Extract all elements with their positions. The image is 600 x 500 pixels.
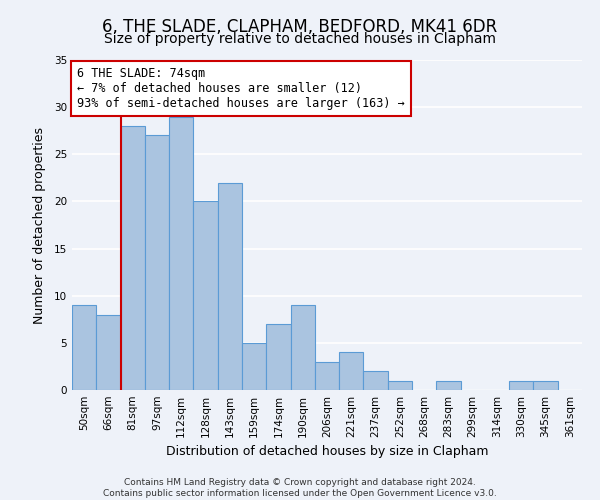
- Bar: [364, 371, 388, 390]
- Bar: [266, 324, 290, 390]
- Bar: [96, 314, 121, 390]
- Bar: [290, 305, 315, 390]
- Bar: [218, 182, 242, 390]
- Bar: [121, 126, 145, 390]
- Bar: [388, 380, 412, 390]
- Bar: [72, 305, 96, 390]
- Y-axis label: Number of detached properties: Number of detached properties: [32, 126, 46, 324]
- Bar: [436, 380, 461, 390]
- Text: 6, THE SLADE, CLAPHAM, BEDFORD, MK41 6DR: 6, THE SLADE, CLAPHAM, BEDFORD, MK41 6DR: [103, 18, 497, 36]
- Bar: [533, 380, 558, 390]
- Text: Size of property relative to detached houses in Clapham: Size of property relative to detached ho…: [104, 32, 496, 46]
- Bar: [169, 116, 193, 390]
- Bar: [242, 343, 266, 390]
- Bar: [509, 380, 533, 390]
- Bar: [193, 202, 218, 390]
- Text: 6 THE SLADE: 74sqm
← 7% of detached houses are smaller (12)
93% of semi-detached: 6 THE SLADE: 74sqm ← 7% of detached hous…: [77, 66, 405, 110]
- X-axis label: Distribution of detached houses by size in Clapham: Distribution of detached houses by size …: [166, 446, 488, 458]
- Bar: [145, 136, 169, 390]
- Bar: [315, 362, 339, 390]
- Bar: [339, 352, 364, 390]
- Text: Contains HM Land Registry data © Crown copyright and database right 2024.
Contai: Contains HM Land Registry data © Crown c…: [103, 478, 497, 498]
